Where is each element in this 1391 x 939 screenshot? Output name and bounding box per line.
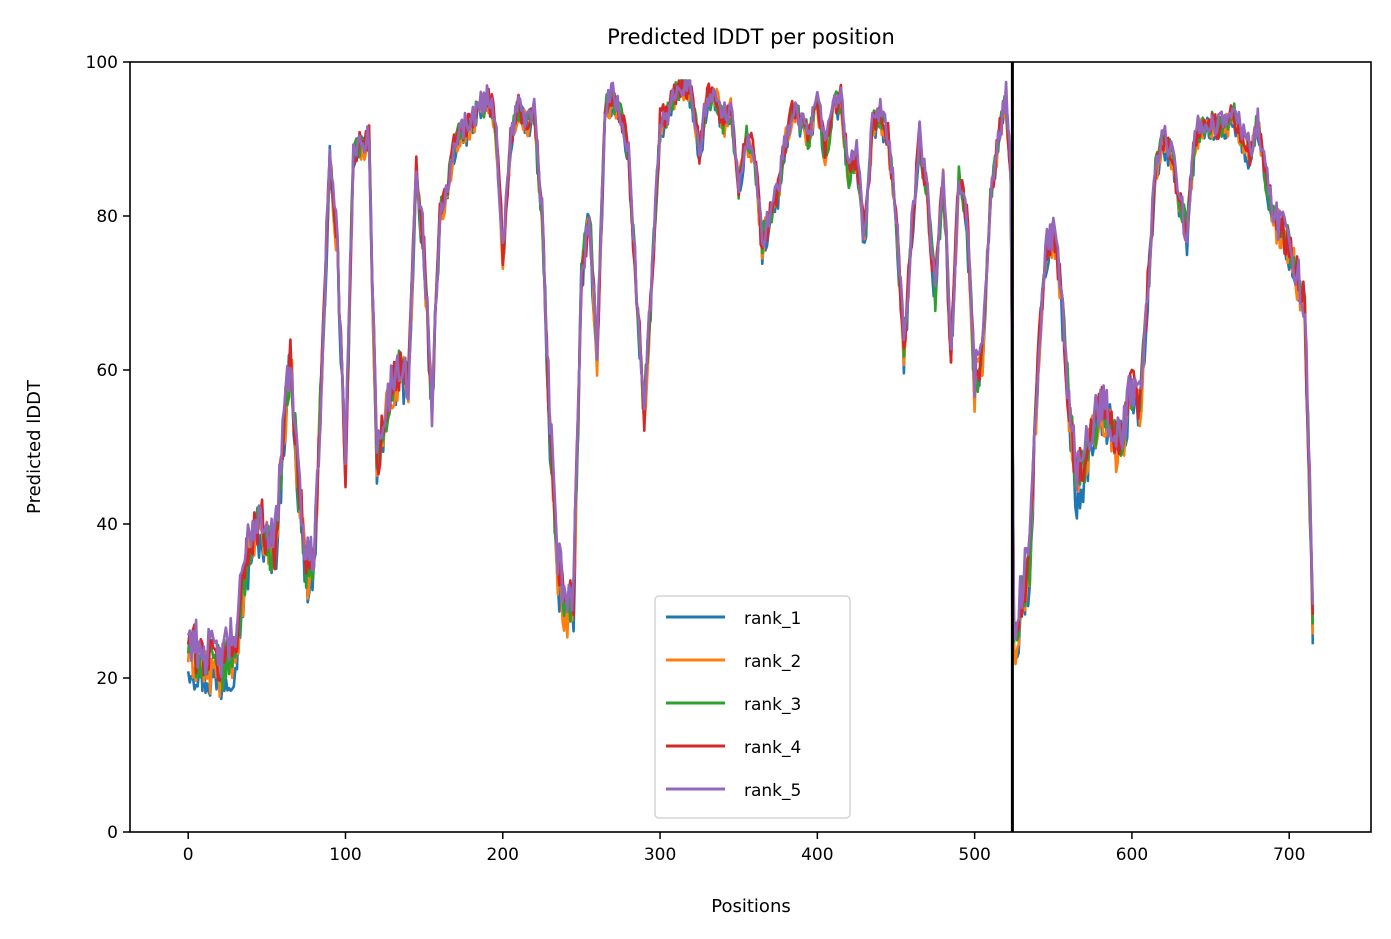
series-line-rank_5 <box>186 79 1315 679</box>
y-axis-ticks: 0 20 40 60 80 100 <box>86 53 130 843</box>
chart-title: Predicted lDDT per position <box>607 25 895 49</box>
legend-label: rank_1 <box>744 609 801 629</box>
legend-label: rank_5 <box>744 781 801 801</box>
series-line-rank_4 <box>186 79 1315 682</box>
x-tick-label: 500 <box>958 845 990 865</box>
y-tick-label: 100 <box>86 53 118 73</box>
y-tick-label: 60 <box>96 361 118 381</box>
legend-label: rank_4 <box>744 738 801 758</box>
x-tick-label: 600 <box>1116 845 1148 865</box>
x-tick-label: 0 <box>183 845 194 865</box>
x-tick-label: 300 <box>644 845 676 865</box>
legend-box <box>654 595 851 819</box>
x-tick-label: 700 <box>1273 845 1305 865</box>
y-tick-label: 40 <box>96 515 118 535</box>
series-lines <box>186 79 1315 701</box>
y-tick-label: 0 <box>107 823 118 843</box>
plot-frame <box>129 61 1372 833</box>
x-axis-label: Positions <box>711 896 790 917</box>
legend: rank_1 rank_2 rank_3 rank_4 rank_5 <box>654 595 851 819</box>
x-tick-label: 400 <box>801 845 833 865</box>
legend-label: rank_3 <box>744 695 801 715</box>
x-tick-label: 200 <box>487 845 519 865</box>
y-tick-label: 20 <box>96 669 118 689</box>
x-axis-ticks: 0 100 200 300 400 500 600 700 <box>183 832 1305 865</box>
legend-label: rank_2 <box>744 652 801 672</box>
x-tick-label: 100 <box>329 845 361 865</box>
y-tick-label: 80 <box>96 207 118 227</box>
y-axis-label: Predicted lDDT <box>24 379 45 514</box>
